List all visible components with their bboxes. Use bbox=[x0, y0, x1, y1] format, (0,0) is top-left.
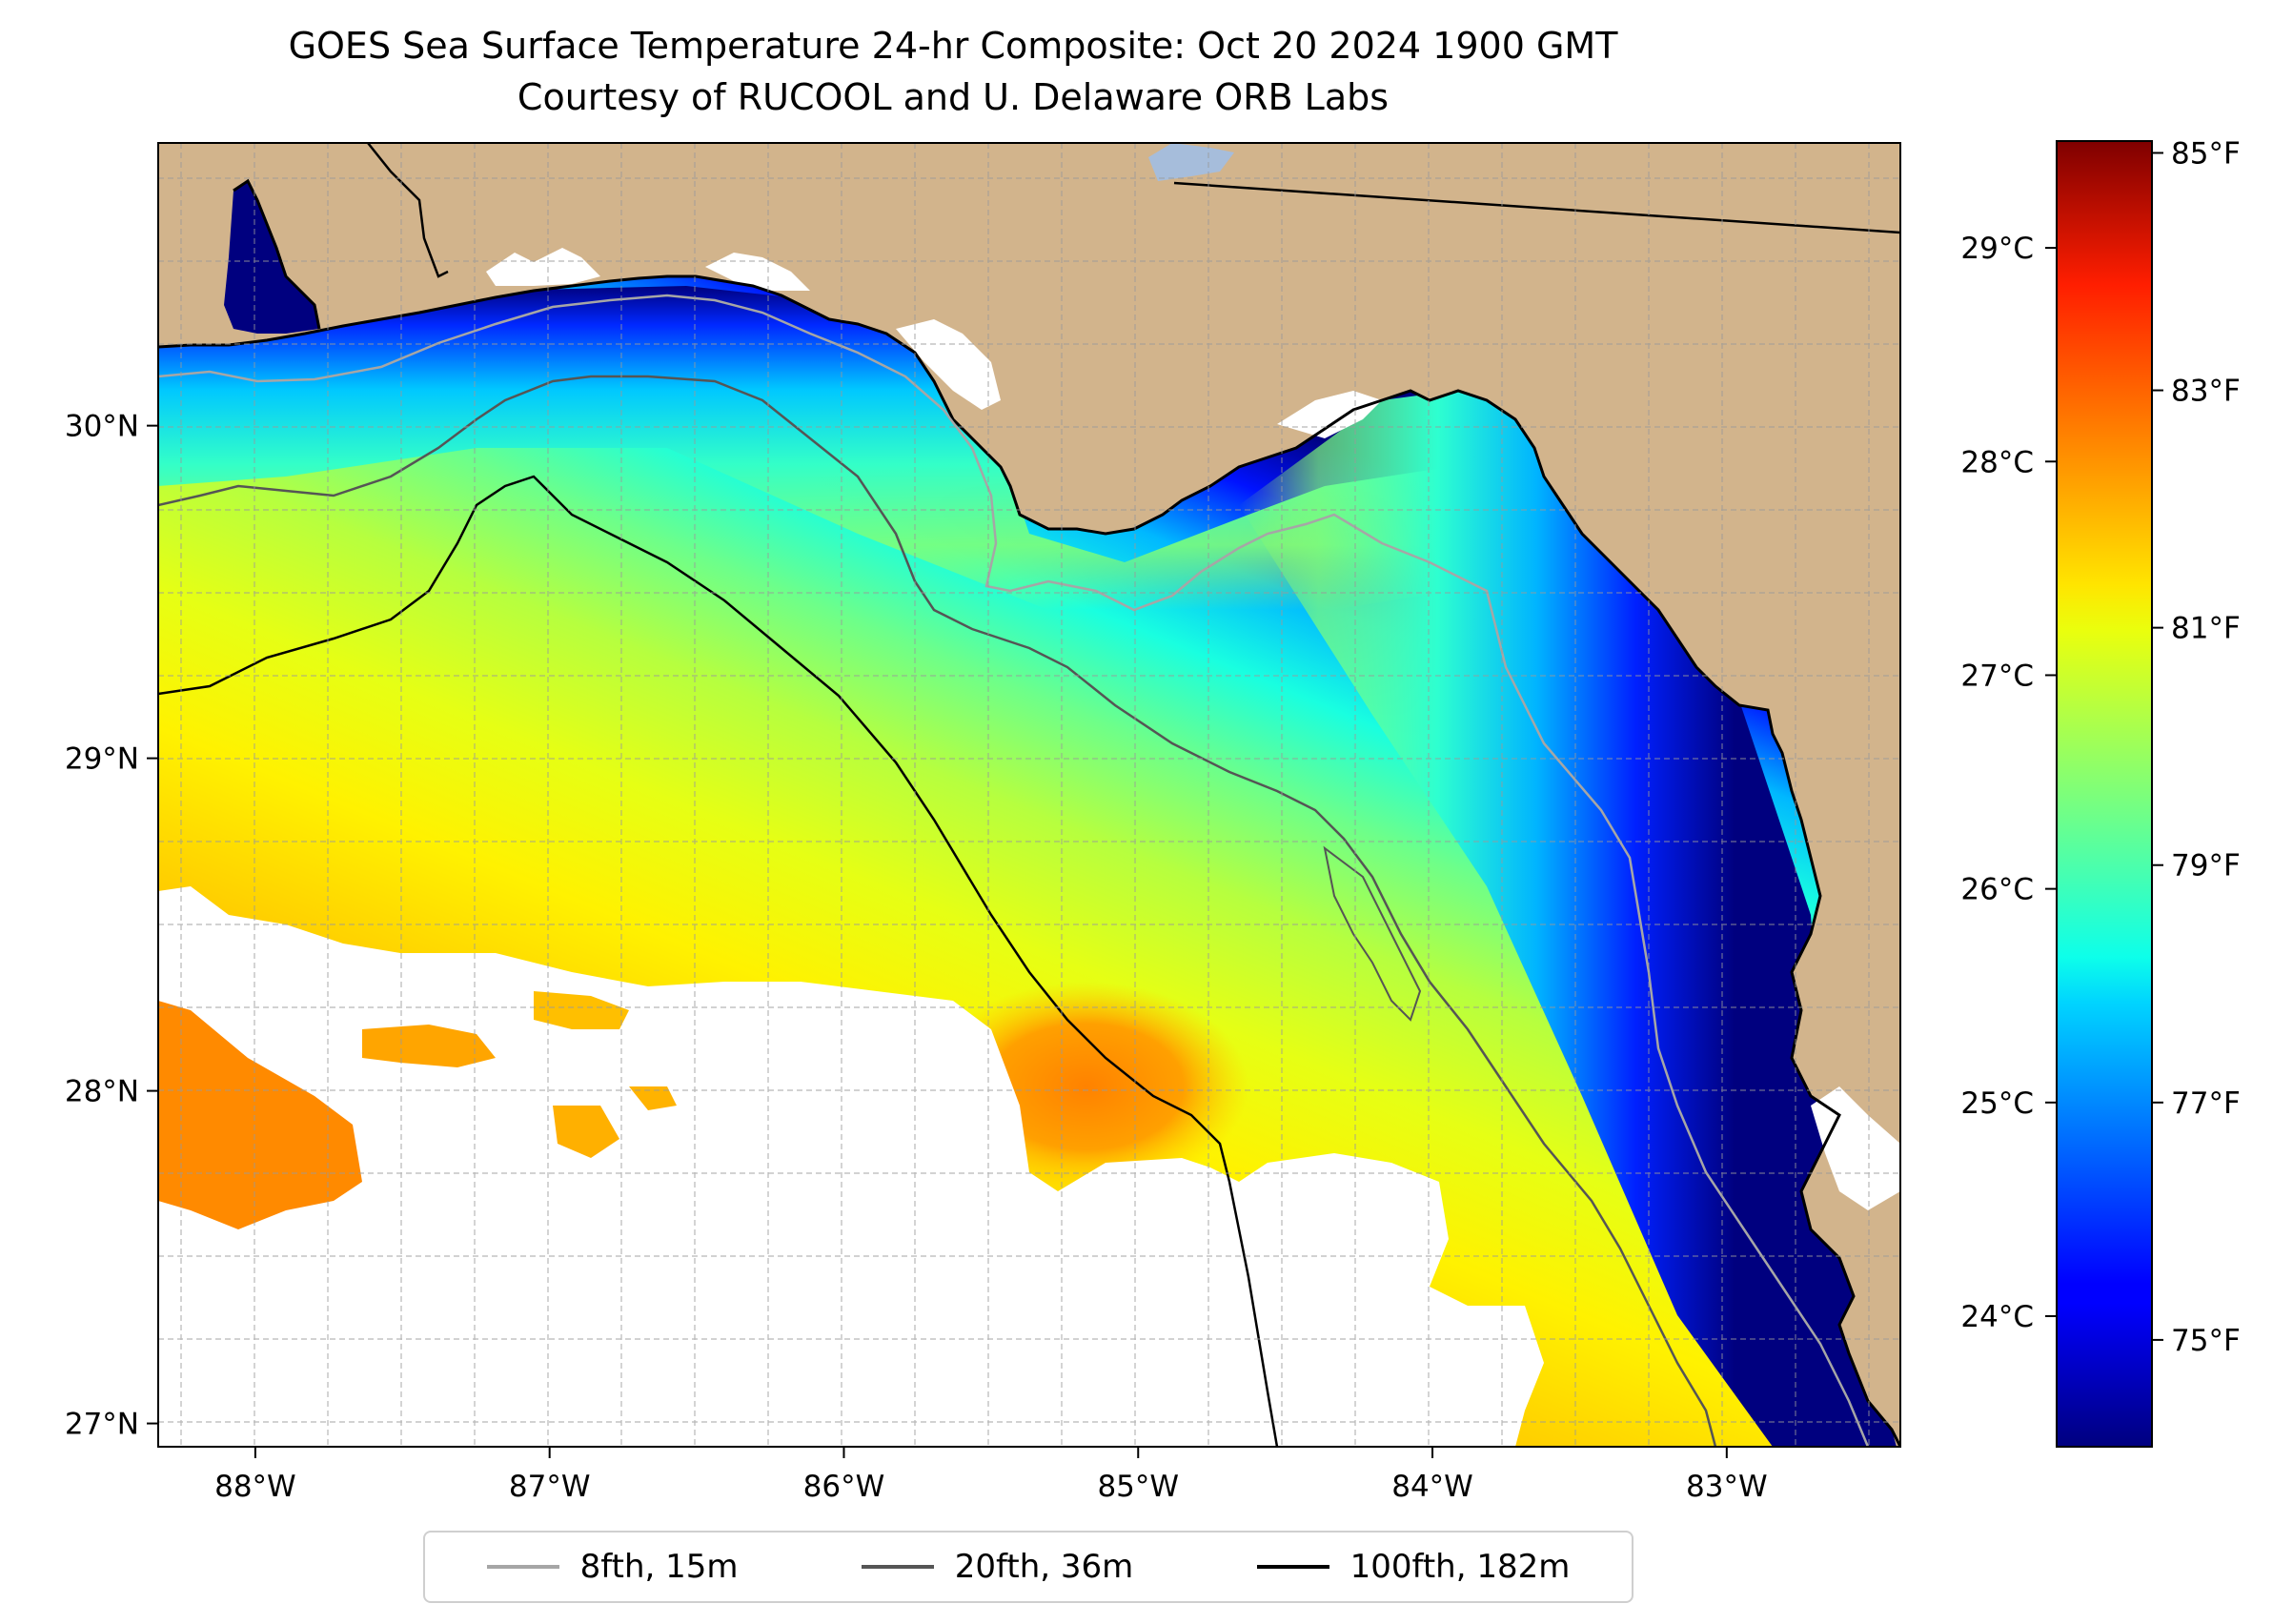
lon-tick-label: 88°W bbox=[214, 1470, 296, 1504]
colorbar-f-label: 79°F bbox=[2171, 849, 2241, 883]
gridlines bbox=[158, 143, 1900, 1447]
lon-tick-label: 83°W bbox=[1686, 1470, 1768, 1504]
no-data-area bbox=[158, 886, 1544, 1447]
lat-tick-label: 28°N bbox=[65, 1075, 139, 1109]
colorbar-c-label: 24°C bbox=[1960, 1300, 2034, 1334]
coastline bbox=[158, 274, 1900, 1447]
colorbar-c-label: 29°C bbox=[1960, 232, 2034, 266]
legend-swatch-100fth bbox=[1256, 1565, 1329, 1569]
lat-tick-label: 30°N bbox=[65, 410, 139, 444]
warm-island-86.4w bbox=[629, 1086, 677, 1110]
warm-island-86.5w bbox=[553, 1106, 619, 1158]
lon-tick-label: 85°W bbox=[1097, 1470, 1179, 1504]
legend-item-20fth: 20fth, 36m bbox=[861, 1548, 1134, 1586]
mobile-bay bbox=[224, 181, 319, 334]
map-frame bbox=[157, 142, 1901, 1448]
colorbar-f-label: 85°F bbox=[2171, 136, 2241, 171]
legend-item-8fth: 8fth, 15m bbox=[486, 1548, 739, 1586]
warm-island-88w bbox=[158, 1001, 362, 1229]
isobath-legend: 8fth, 15m 20fth, 36m 100fth, 182m bbox=[423, 1531, 1634, 1603]
lat-tick-label: 29°N bbox=[65, 742, 139, 777]
legend-swatch-8fth bbox=[486, 1565, 559, 1569]
warm-island-86w bbox=[534, 991, 629, 1029]
isobath-20fth-banks bbox=[1323, 845, 1422, 1022]
colorbar-f-label: 83°F bbox=[2171, 375, 2241, 409]
isobath-20fth bbox=[158, 375, 1717, 1447]
legend-item-100fth: 100fth, 182m bbox=[1256, 1548, 1571, 1586]
colorbar-c-label: 28°C bbox=[1960, 445, 2034, 479]
warm-island-87w bbox=[362, 1025, 496, 1067]
shelf-cold-water bbox=[1239, 381, 1900, 1447]
colorbar-f-label: 81°F bbox=[2171, 612, 2241, 646]
colorbar-f-label: 77°F bbox=[2171, 1086, 2241, 1121]
mobile-bay-shore bbox=[233, 178, 321, 330]
lon-tick-label: 84°W bbox=[1391, 1470, 1473, 1504]
isobath-8fth bbox=[158, 294, 1870, 1447]
lon-tick-label: 86°W bbox=[803, 1470, 885, 1504]
tampa-bay bbox=[1811, 1086, 1900, 1210]
colorbar bbox=[2057, 141, 2152, 1447]
lat-tick-label: 27°N bbox=[65, 1408, 139, 1442]
legend-label-20fth: 20fth, 36m bbox=[954, 1548, 1134, 1586]
legend-label-100fth: 100fth, 182m bbox=[1349, 1548, 1571, 1586]
al-fl-border bbox=[367, 143, 449, 278]
colorbar-c-label: 25°C bbox=[1960, 1086, 2034, 1121]
colorbar-c-label: 26°C bbox=[1960, 873, 2034, 907]
colorbar-celsius-ticks: 24°C 25°C 26°C 27°C 28°C 29°C bbox=[1960, 232, 2057, 1334]
colorbar-f-label: 75°F bbox=[2171, 1324, 2241, 1358]
pensacola-bay bbox=[486, 248, 600, 286]
fl-ga-border bbox=[1173, 181, 1900, 234]
land-area bbox=[158, 143, 1900, 1447]
legend-swatch-20fth bbox=[861, 1565, 934, 1569]
colorbar-fahrenheit-ticks: 75°F 77°F 79°F 81°F 83°F 85°F bbox=[2152, 136, 2241, 1358]
st-andrew-bay bbox=[896, 319, 1001, 410]
longitude-ticks: 88°W 87°W 86°W 85°W 84°W 83°W bbox=[214, 1447, 1768, 1504]
lon-tick-label: 87°W bbox=[509, 1470, 591, 1504]
map-subtitle: Courtesy of RUCOOL and U. Delaware ORB L… bbox=[517, 76, 1390, 118]
isobath-100fth bbox=[158, 475, 1279, 1447]
choctawhatchee-bay bbox=[705, 253, 810, 291]
colorbar-c-label: 27°C bbox=[1960, 659, 2034, 693]
map-title: GOES Sea Surface Temperature 24-hr Compo… bbox=[288, 25, 1618, 67]
map-area bbox=[158, 143, 1900, 1447]
latitude-ticks: 27°N 28°N 29°N 30°N bbox=[65, 410, 158, 1442]
nearshore-cold-band bbox=[158, 286, 1563, 610]
legend-label-8fth: 8fth, 15m bbox=[579, 1548, 739, 1586]
colorbar-frame bbox=[2056, 140, 2153, 1448]
lake-seminole bbox=[1148, 143, 1234, 181]
